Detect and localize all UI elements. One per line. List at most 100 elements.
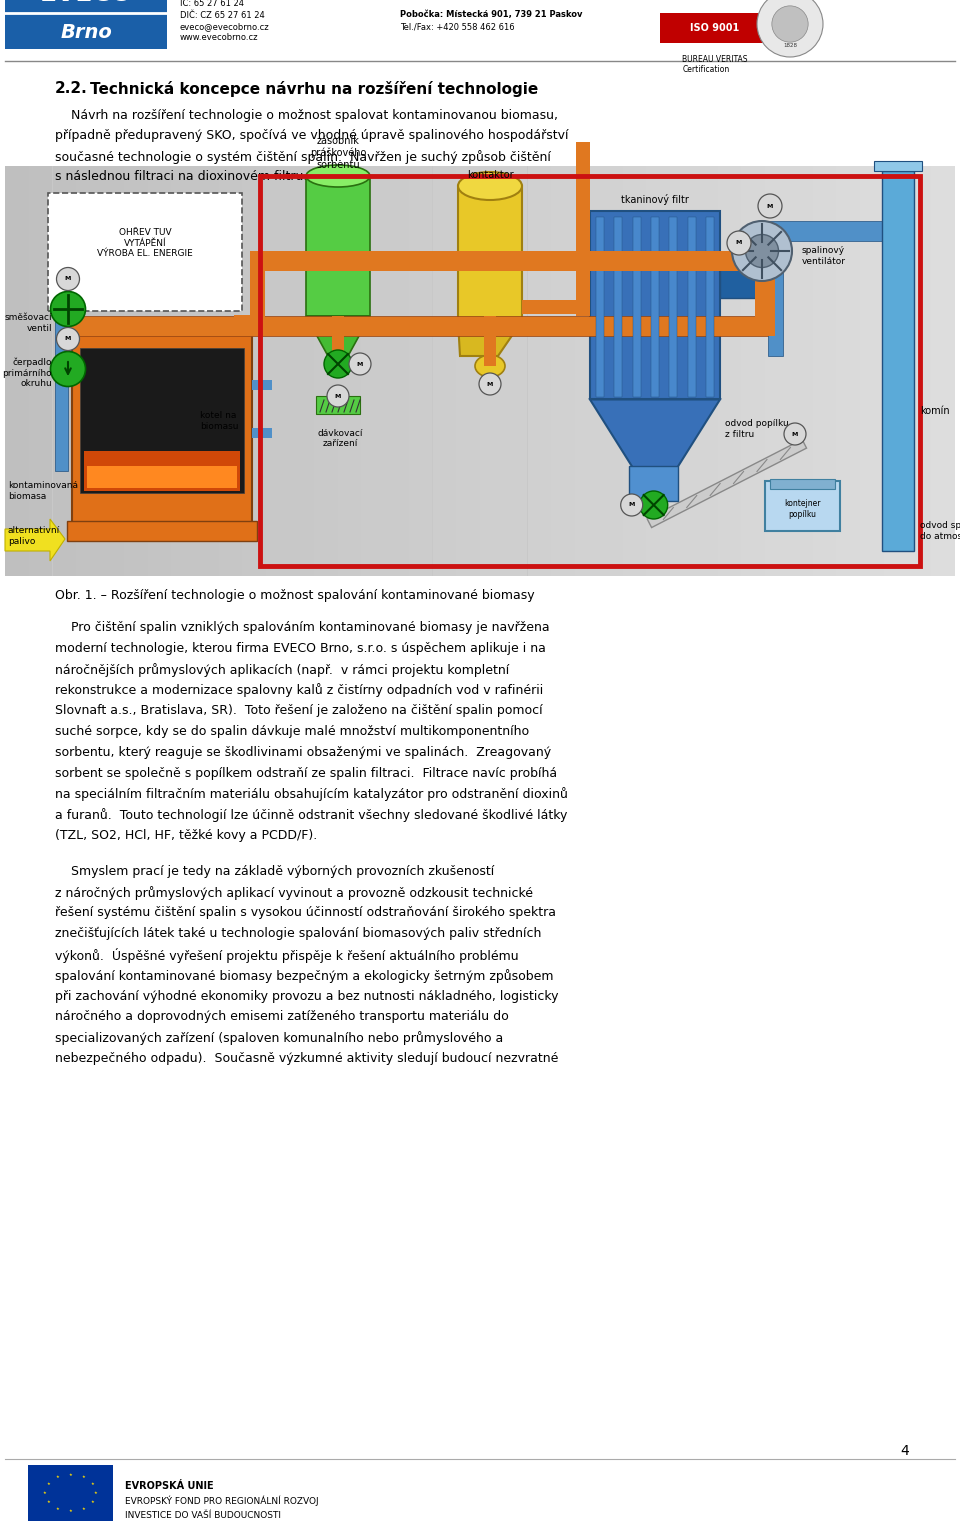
Bar [72, 334, 252, 524]
Circle shape [727, 231, 751, 256]
Polygon shape [590, 400, 720, 472]
Text: M: M [629, 502, 635, 507]
Circle shape [324, 351, 352, 378]
Text: ★: ★ [90, 1482, 94, 1487]
Bar [234, 315, 252, 335]
Bar [765, 165, 789, 576]
Bar [884, 165, 907, 576]
Bar [590, 211, 720, 400]
Bar [551, 165, 575, 576]
Bar [646, 165, 670, 576]
Bar [874, 161, 922, 171]
Text: moderní technologie, kterou firma EVECO Brno, s.r.o. s úspěchem aplikuje i na: moderní technologie, kterou firma EVECO … [55, 641, 546, 655]
Circle shape [327, 384, 349, 407]
Circle shape [57, 328, 80, 351]
Bar [338, 165, 361, 576]
Bar [458, 185, 522, 322]
Bar [48, 193, 242, 311]
Text: z náročných průmyslových aplikací vyvinout a provozně odzkousit technické: z náročných průmyslových aplikací vyvino… [55, 885, 533, 900]
Bar [5, 0, 167, 49]
Text: ★: ★ [56, 1507, 60, 1511]
Bar [614, 217, 622, 397]
Circle shape [758, 194, 782, 217]
Bar [314, 165, 338, 576]
Text: současné technologie o systém čištění spalin.  Navřžen je suchý způsob čištění: současné technologie o systém čištění sp… [55, 150, 551, 164]
Bar [522, 300, 590, 314]
Text: Návrh na rozšíření technologie o možnost spalovat kontaminovanou biomasu,: Návrh na rozšíření technologie o možnost… [55, 109, 558, 122]
Bar [250, 254, 265, 335]
Text: odvod spalin
do atmosféry: odvod spalin do atmosféry [920, 521, 960, 540]
Text: náročnějších průmyslových aplikacích (např.  v rámci projektu kompletní: náročnějších průmyslových aplikacích (na… [55, 663, 509, 677]
Text: odvod popílku
z filtru: odvod popílku z filtru [725, 419, 789, 439]
Bar [219, 165, 243, 576]
Bar [76, 165, 100, 576]
Ellipse shape [475, 355, 505, 377]
Bar [100, 165, 124, 576]
Bar [409, 165, 433, 576]
Text: eveco@evecobrno.cz: eveco@evecobrno.cz [180, 21, 270, 31]
Polygon shape [306, 315, 370, 357]
Text: M: M [767, 204, 773, 208]
Text: EVROPSKÝ FOND PRO REGIONÁLNÍ ROZVOJ: EVROPSKÝ FOND PRO REGIONÁLNÍ ROZVOJ [125, 1496, 319, 1507]
Circle shape [757, 0, 823, 57]
Text: ★: ★ [82, 1507, 85, 1511]
Bar [252, 380, 272, 390]
Text: při zachování výhodné ekonomiky provozu a bez nutnosti nákladného, logisticky: při zachování výhodné ekonomiky provozu … [55, 989, 559, 1003]
Text: www.evecobrno.cz: www.evecobrno.cz [180, 34, 258, 43]
Bar [931, 165, 955, 576]
Bar [596, 217, 604, 397]
Bar [316, 397, 360, 413]
Text: ★: ★ [46, 1500, 50, 1503]
Text: 4: 4 [900, 1444, 909, 1458]
Bar [243, 165, 266, 576]
Text: M: M [65, 277, 71, 282]
Text: alternativní
palivo: alternativní palivo [8, 527, 60, 545]
Text: s následnou filtraci na dioxinovém filtru.: s následnou filtraci na dioxinovém filtr… [55, 170, 307, 184]
Bar [660, 12, 770, 43]
Text: kontaminovaná
biomasa: kontaminovaná biomasa [8, 481, 78, 501]
Text: INVESTICE DO VAŠÍ BUDOUCNOSTI: INVESTICE DO VAŠÍ BUDOUCNOSTI [125, 1511, 281, 1520]
Polygon shape [458, 322, 522, 357]
Bar [92, 521, 104, 540]
Text: Obr. 1. – Rozšíření technologie o možnost spalování kontaminované biomasy: Obr. 1. – Rozšíření technologie o možnos… [55, 589, 535, 602]
Bar [87, 465, 237, 488]
Text: ★: ★ [46, 1482, 50, 1487]
Text: ★: ★ [94, 1491, 98, 1494]
Text: EVECO: EVECO [39, 0, 132, 6]
Bar [633, 217, 640, 397]
Text: nebezpečného odpadu).  Současně výzkumné aktivity sledují budoucí nezvratné: nebezpečného odpadu). Současně výzkumné … [55, 1052, 559, 1066]
Bar [67, 521, 257, 540]
Bar [717, 165, 741, 576]
Bar [741, 165, 765, 576]
Bar [687, 217, 696, 397]
Bar [765, 481, 840, 531]
Text: Technická koncepce návrhu na rozšíření technologie: Technická koncepce návrhu na rozšíření t… [90, 81, 539, 96]
Text: ★: ★ [68, 1473, 72, 1477]
Text: ★: ★ [43, 1491, 47, 1494]
Circle shape [639, 491, 668, 519]
Ellipse shape [306, 165, 370, 187]
Bar [629, 467, 679, 501]
Bar [260, 176, 920, 566]
Bar [836, 165, 860, 576]
Bar [456, 165, 480, 576]
Text: ★: ★ [68, 1510, 72, 1513]
Bar [755, 251, 775, 335]
Bar [907, 165, 931, 576]
Circle shape [57, 268, 80, 291]
Text: BUREAU VERITAS
Certification: BUREAU VERITAS Certification [683, 55, 748, 75]
Text: M: M [65, 337, 71, 341]
Bar [5, 165, 955, 576]
Text: kontaktor: kontaktor [467, 170, 514, 181]
Text: IČ: 65 27 61 24: IČ: 65 27 61 24 [180, 0, 244, 8]
Text: a furanů.  Touto technologií lze účinně odstranit všechny sledované škodlivé lát: a furanů. Touto technologií lze účinně o… [55, 808, 567, 822]
Bar [148, 165, 171, 576]
Text: dávkovací
zařízení: dávkovací zařízení [317, 429, 363, 449]
Text: Brno: Brno [60, 23, 112, 41]
Text: M: M [792, 432, 798, 436]
Bar [706, 217, 714, 397]
Bar [575, 165, 599, 576]
Ellipse shape [458, 171, 522, 201]
Text: kontejner
popílku: kontejner popílku [784, 499, 821, 519]
Text: čerpadlo
primárního
okruhu: čerpadlo primárního okruhu [2, 358, 52, 389]
